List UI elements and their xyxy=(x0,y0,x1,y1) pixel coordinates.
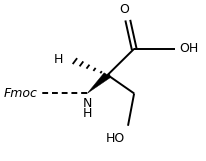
Text: Fmoc: Fmoc xyxy=(4,87,37,100)
Polygon shape xyxy=(87,73,110,93)
Text: HO: HO xyxy=(106,132,125,145)
Text: O: O xyxy=(118,4,128,16)
Text: H: H xyxy=(53,53,62,66)
Text: H: H xyxy=(82,107,91,120)
Text: OH: OH xyxy=(178,42,197,55)
Text: N: N xyxy=(82,96,91,109)
